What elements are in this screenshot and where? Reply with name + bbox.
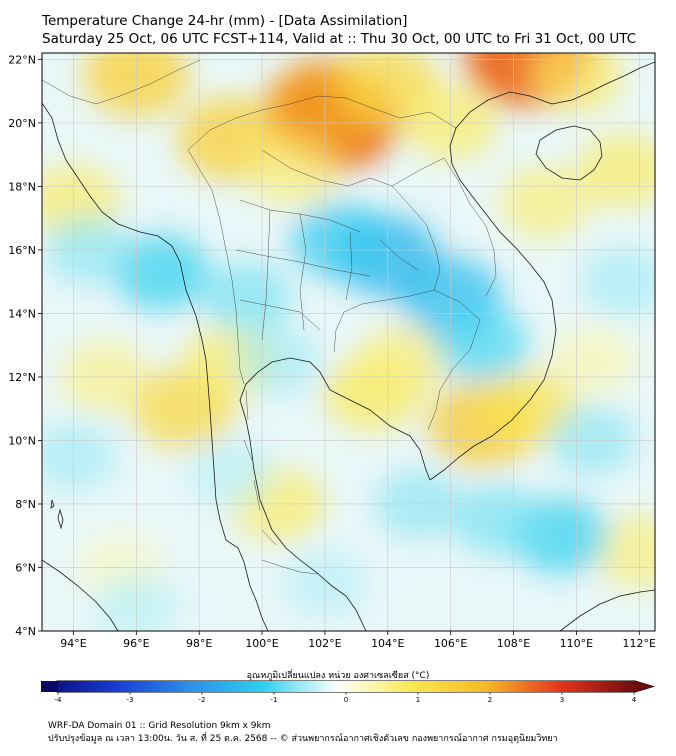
- chart-subtitle: Saturday 25 Oct, 06 UTC FCST+114, Valid …: [42, 31, 637, 47]
- map-panel: [42, 53, 655, 631]
- field-blob: [549, 327, 636, 396]
- lat-tick-label: 20°N: [8, 117, 36, 130]
- chart-title: Temperature Change 24-hr (mm) - [Data As…: [42, 13, 408, 29]
- footer: WRF-DA Domain 01 :: Grid Resolution 9km …: [48, 720, 558, 746]
- colorbar-tick-label: 0: [344, 696, 348, 704]
- temperature-field: [42, 53, 655, 631]
- border-thai-cambodia: [333, 289, 435, 353]
- footer-model-info: WRF-DA Domain 01 :: Grid Resolution 9km …: [48, 721, 271, 731]
- graticule: [42, 53, 655, 631]
- borders: [42, 59, 497, 575]
- map-frame: [41, 52, 656, 632]
- lat-tick-label: 10°N: [8, 434, 36, 447]
- lon-tick-label: 102°E: [308, 637, 341, 650]
- coastline-andaman: [42, 102, 221, 521]
- colorbar-tick-label: -1: [271, 696, 278, 704]
- lon-tick-label: 112°E: [623, 637, 656, 650]
- border-cambodia-vietnam: [427, 289, 481, 431]
- field-blob: [247, 134, 340, 207]
- field-blob: [435, 307, 530, 383]
- field-blob: [113, 234, 210, 311]
- border-china: [187, 95, 457, 151]
- coastline-peninsula-east: [249, 439, 367, 631]
- field-blob: [580, 247, 655, 316]
- lat-tick-label: 6°N: [15, 561, 36, 574]
- coastline-borneo: [559, 589, 655, 631]
- colorbar-tick-label: -3: [127, 696, 134, 704]
- lon-tick-label: 110°E: [560, 637, 593, 650]
- colorbar-ticks: -4 -3 -2 -1 0 1 2 3 4: [55, 692, 637, 704]
- lat-tick-label: 12°N: [8, 371, 36, 384]
- coastline-sumatra: [42, 559, 119, 631]
- field-blob: [452, 484, 543, 556]
- coastline-gulf-north: [239, 357, 431, 481]
- colorbar: -4 -3 -2 -1 0 1 2 3 4: [41, 680, 656, 704]
- colorbar-arrow-left: [42, 680, 58, 693]
- field-blob: [42, 422, 117, 491]
- lon-tick-label: 96°E: [123, 637, 149, 650]
- colorbar-tick-label: 3: [560, 696, 564, 704]
- lat-tick-label: 4°N: [15, 625, 36, 638]
- lon-tick-label: 98°E: [186, 637, 212, 650]
- lat-tick-label: 14°N: [8, 307, 36, 320]
- field-blob: [188, 439, 273, 506]
- border-myanmar-india: [42, 59, 201, 105]
- island-andaman: [57, 508, 64, 530]
- lon-tick-label: 94°E: [60, 637, 86, 650]
- lon-tick-label: 108°E: [497, 637, 530, 650]
- border-laos-vietnam: [391, 157, 497, 297]
- island-andaman-small: [50, 499, 55, 509]
- lat-tick-label: 18°N: [8, 180, 36, 193]
- footer-credit: ปรับปรุงข้อมูล ณ เวลา 13:00น. วัน ส. ที่…: [48, 734, 558, 744]
- lon-tick-label: 104°E: [371, 637, 404, 650]
- lon-tick-label: 100°E: [245, 637, 278, 650]
- border-thai-myanmar: [187, 149, 245, 385]
- colorbar-tick-label: 4: [632, 696, 637, 704]
- field-blob: [357, 324, 450, 398]
- map-axes: 94°E 96°E 98°E 100°E 102°E 104°E 106°E 108°E 110…: [8, 53, 656, 650]
- field-blob: [291, 201, 390, 280]
- colorbar-label: อุณหภูมิเปลี่ยนแปลง หน่วย องศาเซลเซียส (…: [246, 671, 430, 681]
- colorbar-fill: [41, 681, 635, 692]
- thai-peninsula-province-lines: [243, 389, 277, 546]
- colorbar-tick-label: 1: [416, 696, 420, 704]
- field-blob: [498, 165, 591, 239]
- field-blob: [201, 261, 292, 334]
- lat-tick-label: 8°N: [15, 498, 36, 511]
- colorbar-tick-label: -4: [55, 696, 63, 704]
- border-thai-malaysia: [261, 559, 319, 575]
- field-blob: [576, 133, 655, 208]
- colorbar-arrow-right: [634, 680, 654, 693]
- lat-tick-label: 22°N: [8, 53, 36, 66]
- colorbar-tick-label: -2: [199, 696, 206, 704]
- coastlines: [42, 61, 655, 631]
- coastline-vietnam: [429, 91, 557, 481]
- coastline-south-china: [551, 61, 655, 105]
- title-block: Temperature Change 24-hr (mm) - [Data As…: [42, 12, 636, 48]
- lon-tick-label: 106°E: [434, 637, 467, 650]
- lat-tick-label: 16°N: [8, 244, 36, 257]
- thai-province-lines: [235, 199, 419, 341]
- coastline-peninsula-west: [219, 519, 269, 631]
- hainan-island: [535, 125, 603, 181]
- colorbar-tick-label: 2: [488, 696, 492, 704]
